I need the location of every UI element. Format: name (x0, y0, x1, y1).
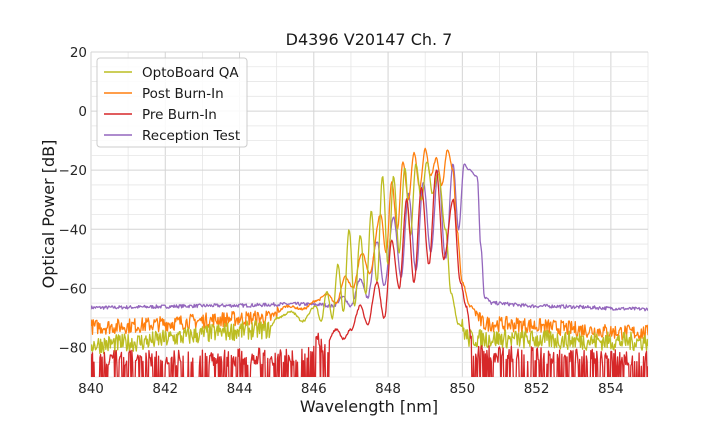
x-axis-label: Wavelength [nm] (300, 397, 438, 416)
y-tick-label: −40 (59, 222, 88, 238)
x-tick-label: 840 (78, 381, 104, 397)
chart-title: D4396 V20147 Ch. 7 (286, 30, 453, 49)
legend-box (96, 57, 248, 148)
series-line-post-burn-in (91, 147, 648, 340)
y-tick-label: −60 (59, 281, 88, 297)
series-line-pre-burn-in (91, 169, 648, 377)
x-tick-label: 852 (524, 381, 550, 397)
series-line-optoboard-qa (91, 161, 648, 355)
x-tick-label: 854 (598, 381, 624, 397)
y-tick-label: −80 (59, 340, 88, 356)
x-axis: 840 842 844 846 848 850 852 854 (78, 381, 624, 397)
x-tick-label: 846 (301, 381, 327, 397)
x-tick-label: 844 (227, 381, 253, 397)
legend-label: Reception Test (142, 128, 240, 144)
y-tick-label: −20 (59, 163, 88, 179)
legend-label: OptoBoard QA (142, 65, 239, 81)
y-axis: 20 0 −20 −40 −60 −80 (59, 45, 88, 356)
legend-label: Post Burn-In (142, 86, 224, 102)
series-line-reception-test (91, 163, 648, 312)
legend-label: Pre Burn-In (142, 107, 217, 123)
x-tick-label: 850 (449, 381, 475, 397)
y-tick-label: 0 (78, 104, 87, 120)
y-tick-label: 20 (70, 45, 87, 61)
legend: OptoBoard QA Post Burn-In Pre Burn-In Recep… (96, 57, 248, 148)
x-tick-label: 842 (152, 381, 178, 397)
x-tick-label: 848 (375, 381, 401, 397)
series-group (91, 147, 648, 377)
y-axis-label: Optical Power [dB] (39, 140, 58, 289)
